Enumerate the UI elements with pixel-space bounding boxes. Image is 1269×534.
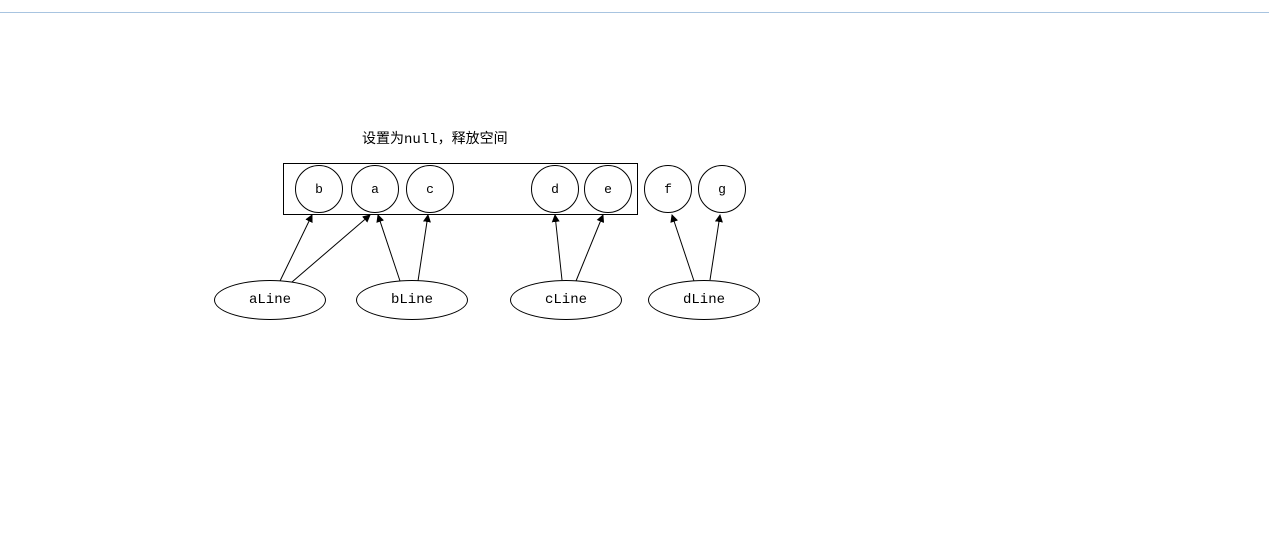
circle-a: a	[351, 165, 399, 213]
diagram-container: 设置为null，释放空间 bac defg aLine bLine cLine dLin…	[0, 0, 1269, 534]
ellipse-cLine: cLine	[510, 280, 622, 320]
circle-f: f	[644, 165, 692, 213]
ellipse-bLine: bLine	[356, 280, 468, 320]
edge-cLine-e	[576, 215, 603, 281]
edge-bLine-a	[378, 215, 400, 281]
ellipse-aLine: aLine	[214, 280, 326, 320]
edge-dLine-g	[710, 215, 720, 280]
edge-cLine-d	[555, 215, 562, 280]
edges-svg	[0, 0, 1269, 534]
edge-aLine-a	[292, 215, 370, 282]
edge-aLine-b	[280, 215, 312, 281]
circle-g: g	[698, 165, 746, 213]
ellipse-dLine: dLine	[648, 280, 760, 320]
diagram-caption: 设置为null，释放空间	[362, 128, 508, 148]
circle-b: b	[295, 165, 343, 213]
edge-bLine-c	[418, 215, 428, 281]
circle-e: e	[584, 165, 632, 213]
edge-dLine-f	[672, 215, 694, 281]
circle-c: c	[406, 165, 454, 213]
circle-d: d	[531, 165, 579, 213]
